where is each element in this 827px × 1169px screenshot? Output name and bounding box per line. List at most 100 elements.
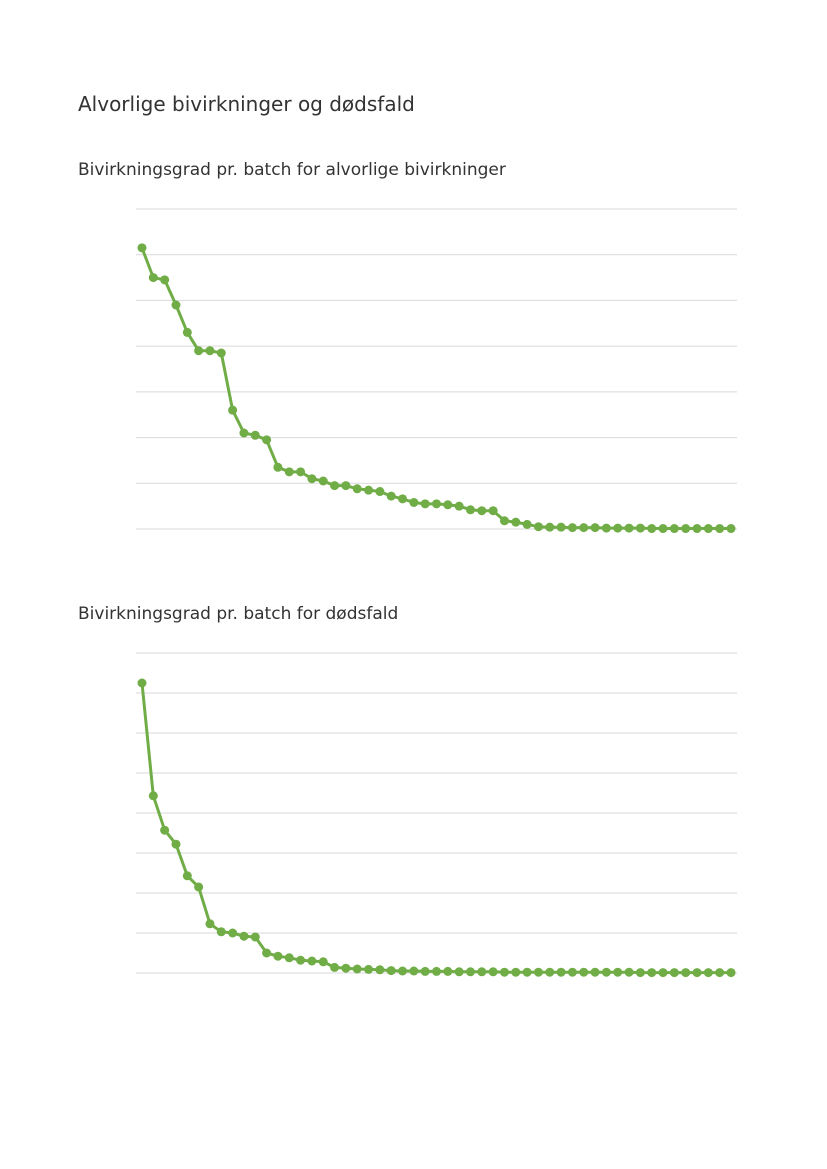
data-point (296, 467, 306, 477)
data-point (341, 481, 351, 491)
data-point (409, 966, 419, 976)
data-point (454, 501, 464, 511)
data-point (216, 927, 226, 937)
data-point (216, 348, 226, 358)
data-point (148, 273, 158, 283)
data-point (284, 467, 294, 477)
data-point (477, 506, 487, 516)
data-point (398, 494, 408, 504)
data-point (715, 524, 725, 534)
data-point (692, 968, 702, 978)
data-point (273, 951, 283, 961)
data-point (137, 678, 147, 688)
data-point (330, 962, 340, 972)
data-point (250, 932, 260, 942)
data-point (647, 524, 657, 534)
data-point (669, 968, 679, 978)
data-point (726, 968, 736, 978)
data-point (386, 966, 396, 976)
data-point (420, 966, 430, 976)
data-point (477, 967, 487, 977)
data-point (273, 462, 283, 472)
chart-deaths (136, 652, 737, 978)
data-point (239, 931, 249, 941)
data-point (318, 476, 328, 486)
data-point (262, 435, 272, 445)
data-point (590, 523, 600, 533)
chart-serious-adverse-reactions (136, 208, 737, 534)
data-point (160, 825, 170, 835)
data-point (284, 953, 294, 963)
data-point (533, 967, 543, 977)
data-point (658, 968, 668, 978)
data-point (601, 523, 611, 533)
data-point (239, 428, 249, 438)
data-point (703, 524, 713, 534)
data-point (511, 517, 521, 527)
data-point (148, 791, 158, 801)
data-point (624, 967, 634, 977)
data-point (352, 484, 362, 494)
data-point (647, 968, 657, 978)
data-point (432, 966, 441, 976)
data-point (182, 327, 192, 337)
data-point (375, 487, 385, 497)
data-point (318, 957, 328, 967)
data-point (545, 967, 555, 977)
data-point (160, 275, 170, 285)
data-point (624, 523, 634, 533)
data-point (545, 522, 555, 532)
data-point (556, 967, 566, 977)
data-point (386, 491, 396, 501)
page-title: Alvorlige bivirkninger og dødsfald (78, 92, 415, 116)
data-point (307, 474, 317, 484)
data-point (205, 346, 215, 356)
data-point (137, 243, 147, 253)
gridlines (136, 652, 737, 974)
data-point (681, 524, 691, 534)
gridlines (136, 208, 737, 530)
data-point (432, 499, 441, 509)
data-point (364, 964, 374, 974)
data-point (635, 968, 645, 978)
data-point (171, 839, 181, 849)
data-point (420, 499, 430, 509)
data-point (454, 967, 464, 977)
data-point (522, 519, 532, 529)
data-point (488, 506, 498, 516)
data-point (250, 430, 260, 440)
data-point (341, 963, 351, 973)
data-point (499, 967, 509, 977)
data-point (296, 955, 306, 965)
data-point (194, 346, 204, 356)
data-point (171, 300, 181, 310)
data-point (692, 524, 702, 534)
data-point (567, 967, 577, 977)
data-point (703, 968, 713, 978)
data-point (579, 523, 589, 533)
data-point (228, 928, 238, 938)
data-point (364, 485, 374, 495)
data-point (590, 967, 600, 977)
data-point (194, 882, 204, 892)
chart-title-serious-adverse-reactions: Bivirkningsgrad pr. batch for alvorlige … (78, 160, 506, 180)
data-point (601, 967, 611, 977)
data-point (499, 516, 509, 526)
data-point (307, 956, 317, 966)
series (137, 678, 736, 978)
data-point (465, 505, 475, 515)
data-point (613, 523, 623, 533)
data-point (511, 967, 521, 977)
data-point (443, 500, 453, 510)
series (137, 243, 736, 534)
data-point (205, 919, 215, 929)
data-point (658, 524, 668, 534)
data-point (635, 523, 645, 533)
data-point (409, 497, 419, 507)
data-point (579, 967, 589, 977)
data-point (522, 967, 532, 977)
data-point (715, 968, 725, 978)
data-point (669, 524, 679, 534)
data-point (556, 522, 566, 532)
data-point (330, 481, 340, 491)
